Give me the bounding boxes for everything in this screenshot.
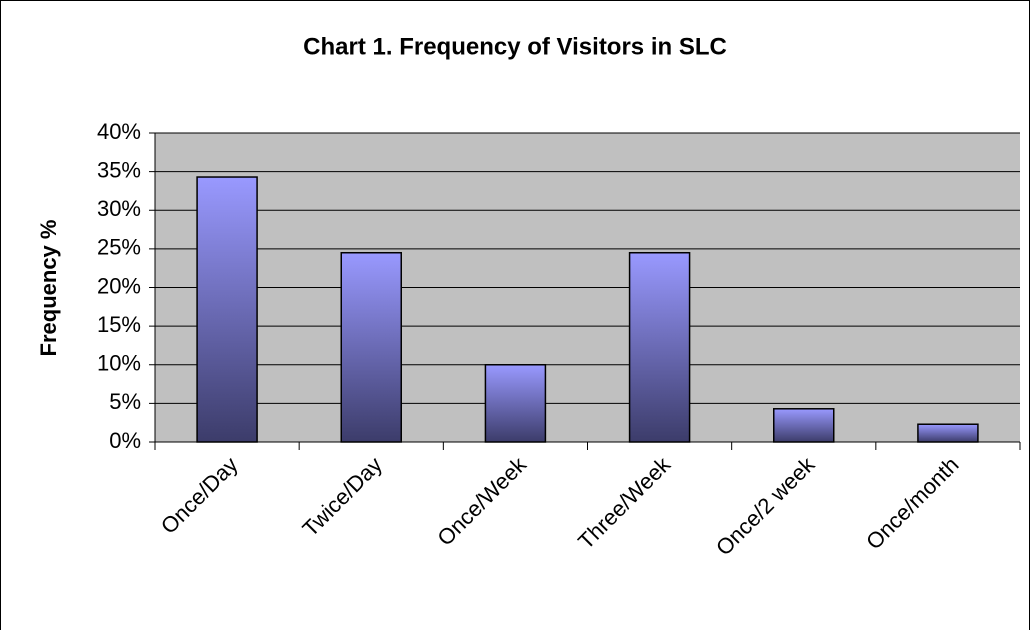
y-tick-label: 5%: [109, 389, 141, 414]
y-tick-label: 35%: [97, 157, 141, 182]
chart-title: Chart 1. Frequency of Visitors in SLC: [303, 33, 727, 60]
bar: [628, 251, 691, 443]
y-axis-label: Frequency %: [36, 220, 61, 357]
bar: [484, 364, 547, 443]
y-tick-label: 30%: [97, 196, 141, 221]
y-tick-label: 25%: [97, 235, 141, 260]
y-tick-label: 10%: [97, 351, 141, 376]
y-tick-label: 15%: [97, 312, 141, 337]
bar: [340, 251, 402, 443]
y-tick-label: 40%: [97, 119, 141, 144]
y-tick-label: 20%: [97, 273, 141, 298]
y-tick-label: 0%: [109, 428, 141, 453]
bar: [773, 408, 835, 443]
bar: [196, 176, 258, 443]
bar: [917, 423, 979, 443]
